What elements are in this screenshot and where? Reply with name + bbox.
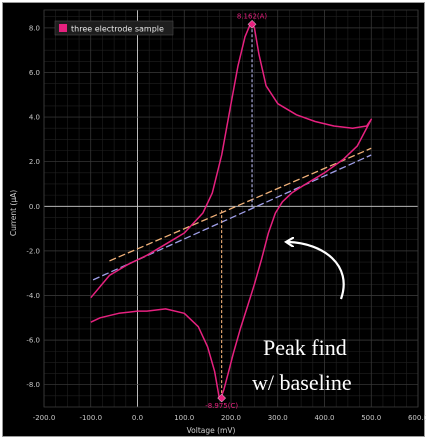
plot-border: [43, 9, 419, 408]
x-tick-label: 400.0: [314, 414, 334, 422]
x-tick-label: 200.0: [221, 414, 241, 422]
x-tick-label: 300.0: [268, 414, 288, 422]
x-tick-label: -100.0: [79, 414, 102, 422]
peak-label: -8.975(C): [205, 402, 238, 410]
peak-annotation: Peak find w/ baseline: [252, 242, 352, 395]
y-tick-label: -8.0: [26, 381, 40, 389]
x-tick-label: -200.0: [33, 414, 56, 422]
baseline-line: [109, 147, 372, 262]
y-tick-label: 2.0: [29, 158, 40, 166]
legend-box: [54, 20, 174, 36]
peak-label: 8.162(A): [237, 12, 268, 20]
cv-chart: -200.0 -100.0 0.0 100.0 200.0 300.0 400.0 500.0…: [9, 9, 426, 435]
y-tick-label: -6.0: [26, 337, 40, 345]
x-tick-label: 600.0: [408, 414, 426, 422]
legend-label: three electrode sample: [71, 25, 164, 34]
annotation-line-1: Peak find: [263, 335, 347, 360]
annotation-arrow: [288, 242, 345, 300]
x-axis-label: Voltage (mV): [187, 426, 236, 435]
y-tick-label: -2.0: [26, 247, 40, 255]
y-tick-label: 4.0: [29, 114, 40, 122]
y-tick-label: -4.0: [26, 292, 40, 300]
tick-labels: -200.0 -100.0 0.0 100.0 200.0 300.0 400.0 500.0…: [26, 24, 426, 422]
annotation-line-2: w/ baseline: [252, 370, 352, 395]
peak-marker: [217, 393, 227, 403]
chart-legend[interactable]: three electrode sample: [54, 20, 174, 36]
x-tick-label: 100.0: [174, 414, 194, 422]
x-tick-label: 500.0: [361, 414, 381, 422]
y-axis-label: Current (µA): [9, 190, 18, 236]
y-tick-label: 8.0: [29, 24, 40, 32]
y-tick-label: 6.0: [29, 69, 40, 77]
data-marks: 8.162(A) -8.975(C): [90, 12, 373, 410]
y-tick-label: 0.0: [29, 203, 40, 211]
x-tick-label: 0.0: [132, 414, 143, 422]
legend-swatch: [59, 24, 67, 32]
peak-marker: [247, 19, 257, 29]
series-line: [90, 23, 373, 399]
